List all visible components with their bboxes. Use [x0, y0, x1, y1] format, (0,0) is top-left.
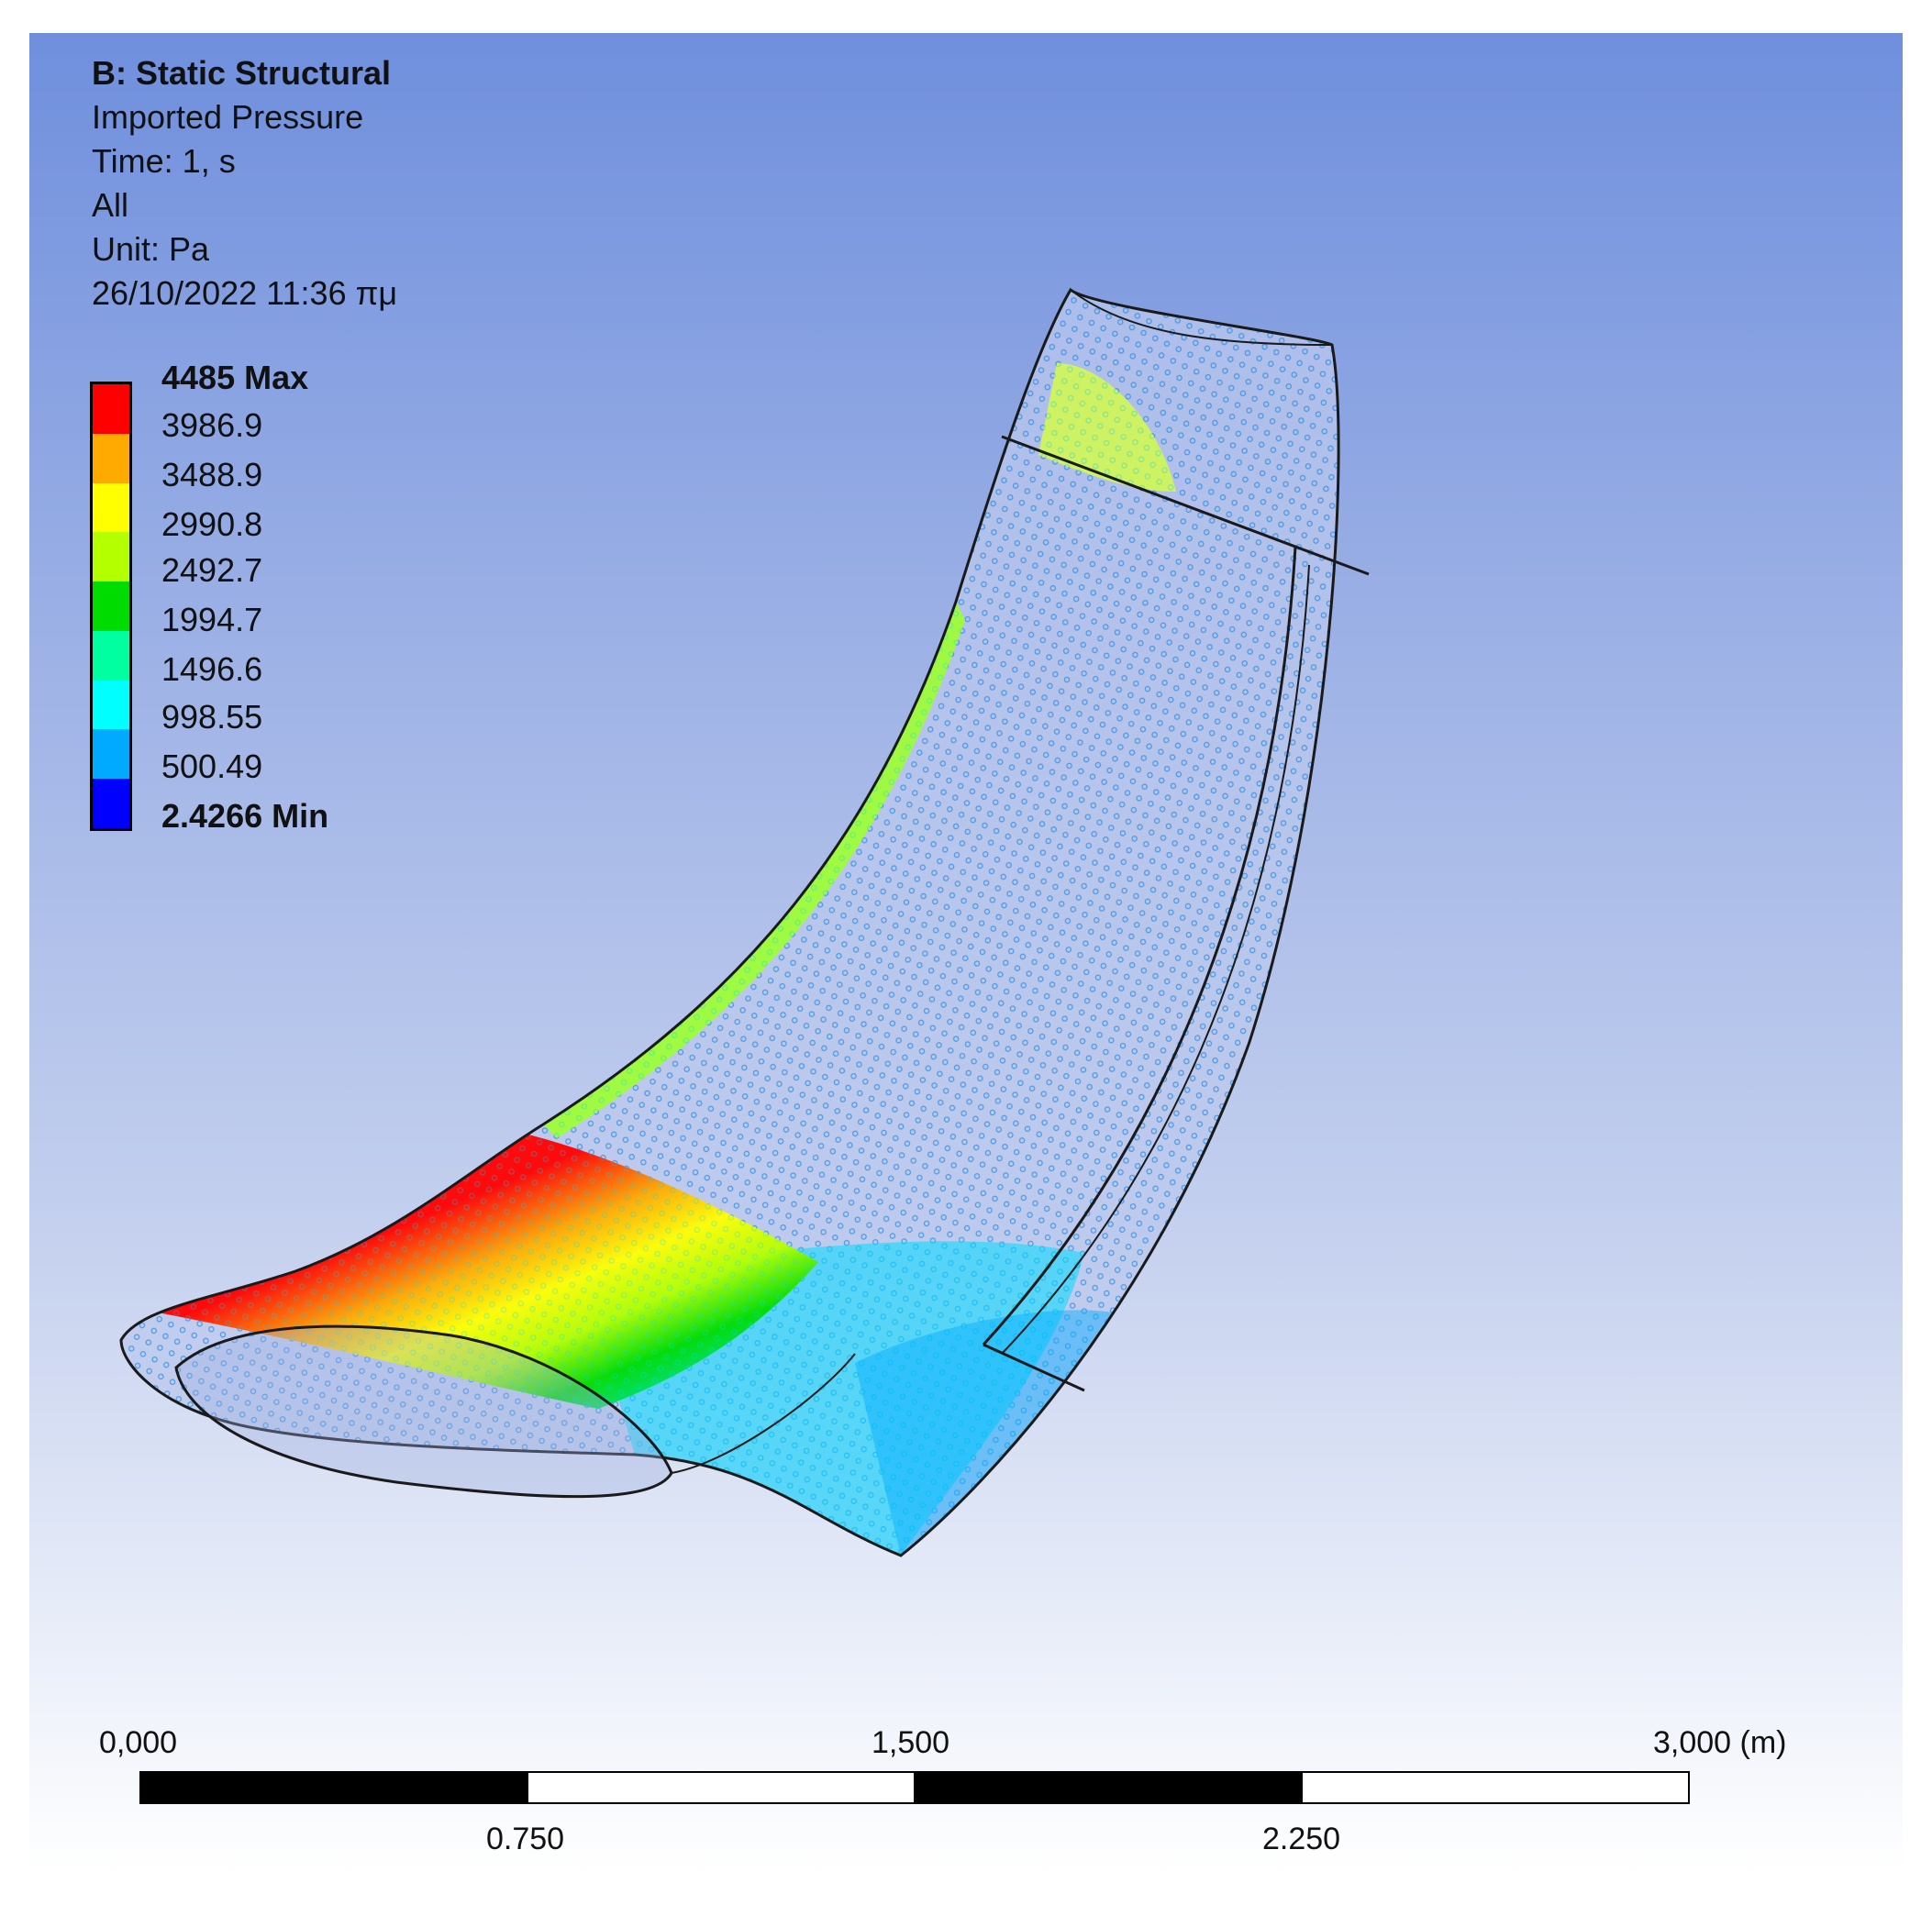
- timestamp-label: 26/10/2022 11:36 πμ: [92, 274, 398, 312]
- legend-color-cell: [93, 630, 129, 681]
- legend-level-label: 500.49: [161, 748, 263, 785]
- legend-color-cell: [93, 680, 129, 730]
- legend-level-label: 2990.8: [161, 505, 263, 543]
- legend-level-label: 1496.6: [161, 650, 263, 688]
- legend-color-cell: [93, 433, 129, 483]
- legend-color-cell: [93, 729, 129, 780]
- legend-color-cell: [93, 384, 129, 434]
- legend-level-label: 998.55: [161, 698, 263, 736]
- legend-color-cell: [93, 779, 129, 829]
- legend-max-label: 4485 Max: [161, 359, 309, 396]
- legend-level-label: 3986.9: [161, 406, 263, 444]
- color-legend-bar[interactable]: [90, 382, 132, 831]
- result-name: Imported Pressure: [92, 98, 364, 136]
- unit-label: Unit: Pa: [92, 230, 210, 268]
- legend-level-label: 3488.9: [161, 456, 263, 493]
- legend-level-label: 2492.7: [161, 551, 263, 589]
- graphics-viewport[interactable]: B: Static Structural Imported Pressure T…: [29, 33, 1903, 1874]
- analysis-title: B: Static Structural: [92, 54, 392, 92]
- legend-min-label: 2.4266 Min: [161, 797, 329, 835]
- legend-level-label: 1994.7: [161, 601, 263, 638]
- legend-color-cell: [93, 581, 129, 632]
- scope-label: All: [92, 186, 129, 224]
- legend-color-cell: [93, 532, 129, 582]
- legend-color-cell: [93, 482, 129, 533]
- blade-model-view[interactable]: [29, 33, 1903, 1874]
- result-header: B: Static Structural Imported Pressure T…: [92, 51, 397, 316]
- time-label: Time: 1, s: [92, 142, 236, 180]
